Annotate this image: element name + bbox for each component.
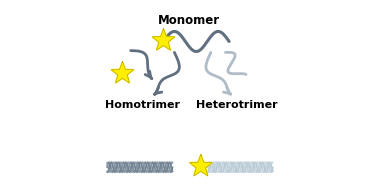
Text: Homotrimer: Homotrimer <box>105 100 180 110</box>
Text: Heterotrimer: Heterotrimer <box>196 100 277 110</box>
Polygon shape <box>111 62 134 83</box>
Polygon shape <box>190 154 212 176</box>
Text: Monomer: Monomer <box>158 14 220 27</box>
Polygon shape <box>152 29 175 50</box>
